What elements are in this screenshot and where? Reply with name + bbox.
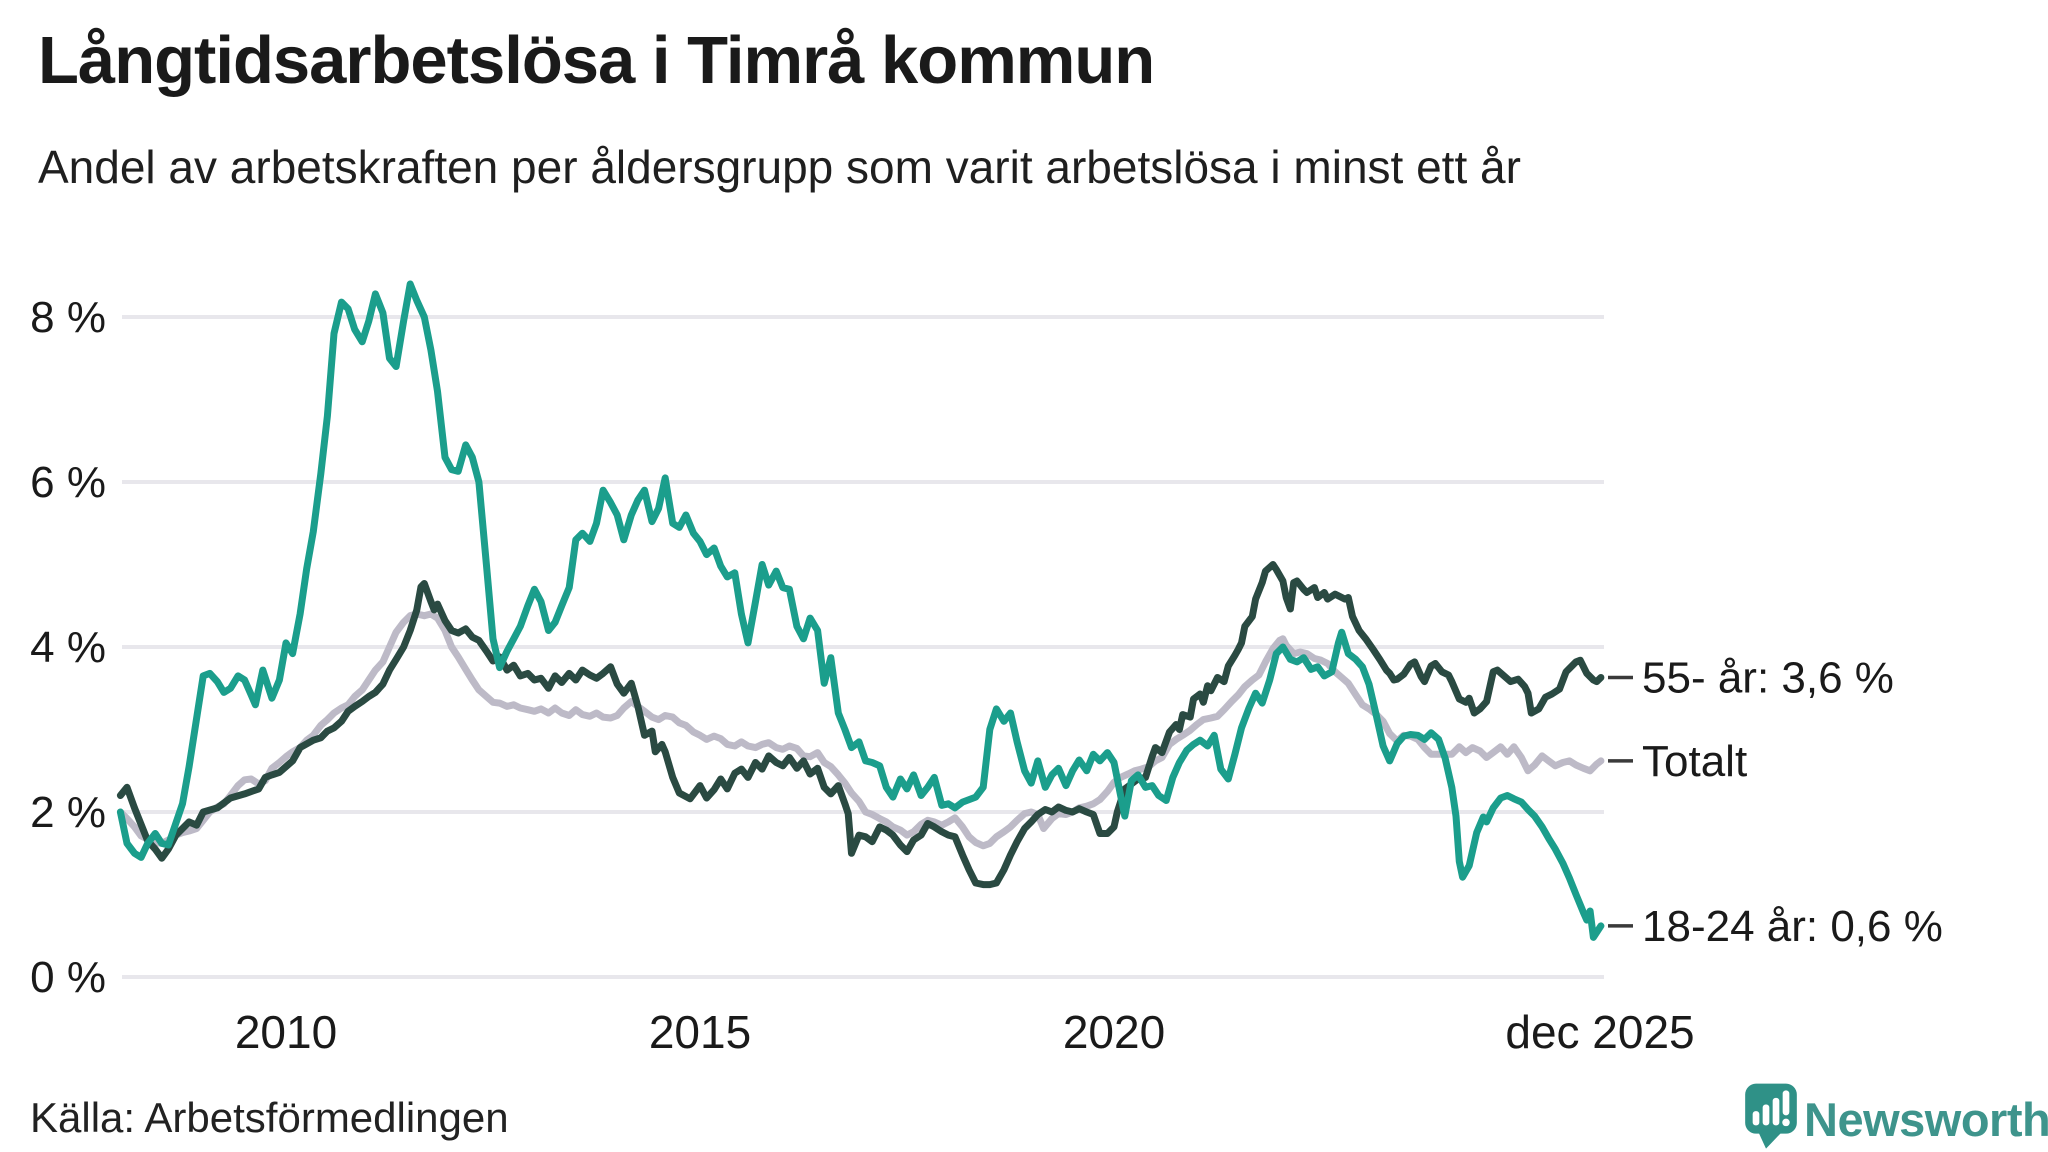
source-attribution: Källa: Arbetsförmedlingen (30, 1094, 509, 1141)
newsworthy-wordmark: Newsworthy (1804, 1093, 2048, 1146)
y-tick-label: 8 % (30, 293, 106, 342)
page-subtitle: Andel av arbetskraften per åldersgrupp s… (38, 141, 1521, 193)
series-end-label-totalt: Totalt (1642, 737, 1747, 786)
x-tick-label: 2020 (1063, 1006, 1165, 1058)
series-line-totalt (116, 610, 1605, 850)
newsworthy-logo-icon (1745, 1083, 1797, 1149)
series-line-55--år (116, 561, 1605, 889)
x-tick-label: dec 2025 (1505, 1006, 1694, 1058)
y-tick-label: 4 % (30, 623, 106, 672)
x-tick-label: 2010 (235, 1006, 337, 1058)
y-tick-label: 6 % (30, 458, 106, 507)
series-end-label-55--år: 55- år: 3,6 % (1642, 654, 1894, 703)
series-end-label-18-24-år: 18-24 år: 0,6 % (1642, 902, 1943, 951)
y-tick-label: 0 % (30, 953, 106, 1002)
x-tick-label: 2015 (649, 1006, 751, 1058)
y-tick-label: 2 % (30, 788, 106, 837)
page-title: Långtidsarbetslösa i Timrå kommun (38, 23, 1155, 98)
series-line-18-24-år (116, 280, 1605, 941)
